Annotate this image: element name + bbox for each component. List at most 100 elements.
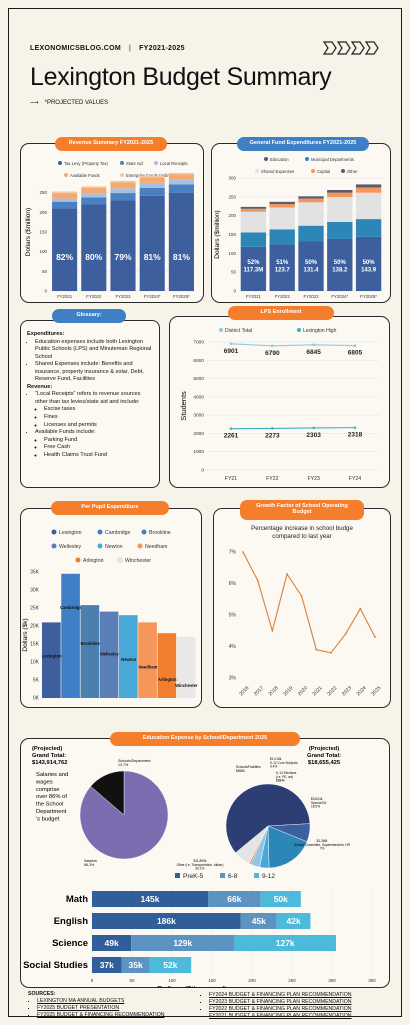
legend-swatch: [120, 161, 124, 165]
bar-segment: [355, 192, 382, 220]
source-link[interactable]: FY2025 BUDGET PRESENTATION: [37, 1005, 165, 1012]
bar-data-label: Cambridge: [60, 605, 83, 610]
legend-swatch: [255, 169, 259, 173]
pie-right-label: K-12 Core Subjects: [270, 761, 298, 765]
bar-segment: [327, 221, 353, 239]
legend-label: Tax Levy (Property Tax): [64, 161, 109, 166]
bar-segment: [269, 204, 295, 208]
right-total: (Projected): [309, 746, 339, 752]
bar-segment: [240, 246, 267, 291]
bar-segment: [52, 191, 78, 194]
bar: [42, 622, 61, 698]
bar-segment: [110, 200, 136, 291]
x-tick-label: 2024: [356, 685, 368, 697]
bar-segment: [269, 229, 295, 245]
pie-right-label: Schools/Facilities: [236, 765, 261, 769]
pie-left-label: 13.7%: [118, 763, 129, 767]
source-link[interactable]: FY2025 BUDGET & FINANCING RECOMMENDATION: [37, 1012, 165, 1019]
data-point: [353, 426, 357, 429]
bar-data-label: 52k: [163, 960, 177, 970]
data-point: [344, 633, 347, 635]
legend-label: Cambridge: [105, 530, 130, 536]
data-point: [271, 629, 274, 632]
pie-right-label: School Committee, Superintendent, HR: [294, 843, 351, 847]
data-point: [312, 426, 315, 430]
glossary-title: Glossary:: [52, 309, 126, 323]
bar-data-label: 138.2: [332, 268, 348, 274]
legend-label: 9-12: [262, 873, 275, 880]
bar-segment: [260, 891, 301, 907]
y-tick-label: 50: [231, 270, 237, 275]
left-total: Grand Total:: [32, 753, 66, 759]
x-tick-label: 350: [368, 978, 376, 983]
bar-data-label: 131.4: [303, 268, 319, 274]
legend-swatch: [220, 873, 225, 878]
pie-right-label: $658k: [236, 769, 245, 773]
bar-segment: [208, 891, 261, 907]
left-note: wages: [35, 779, 53, 785]
data-point: [353, 344, 357, 347]
pie-right-slice: [267, 825, 308, 869]
legend-swatch: [297, 328, 301, 332]
legend-label: Winchester: [125, 558, 151, 564]
source-link[interactable]: FY2021 BUDGET & FINANCING PLAN RECOMMEND…: [209, 1013, 352, 1020]
left-note: the School: [36, 802, 63, 808]
bar-segment: [81, 197, 107, 205]
source-link[interactable]: FY2024 BUDGET & FINANCING PLAN RECOMMEND…: [209, 992, 352, 999]
left-note: over 86% of: [36, 794, 67, 800]
bar: [157, 633, 177, 698]
y-tick-label: 6%: [229, 581, 237, 587]
x-tick-label: FY2024*: [331, 294, 348, 299]
y-tick-label: 4%: [229, 644, 237, 650]
bar-segment: [81, 187, 107, 194]
legend-swatch: [51, 543, 57, 549]
bar-data-label: 81%: [144, 252, 161, 262]
legend-swatch: [120, 173, 124, 177]
y-tick-label: 200: [228, 213, 236, 218]
source-link[interactable]: FY2023 BUDGET & FINANCING PLAN RECOMMEND…: [209, 999, 352, 1006]
period-label: FY2021-2025: [139, 45, 185, 52]
bar: [138, 622, 157, 698]
sources-left: SOURCES: LEXINGTON MA ANNUAL BUDGETS FY2…: [28, 991, 165, 1019]
data-label: 6790: [265, 350, 280, 357]
y-axis-label: Dollars ($million): [214, 210, 221, 258]
site-name[interactable]: LEXONOMICSBLOG.COM: [30, 45, 121, 52]
data-point: [359, 607, 362, 610]
y-tick-label: 300: [228, 176, 236, 181]
bar-segment: [168, 192, 194, 291]
source-link[interactable]: LEXINGTON MA ANNUAL BUDGETS: [37, 998, 165, 1005]
gloss-rev2: Available Funds include:: [35, 429, 96, 436]
bar-segment: [327, 192, 353, 198]
pie-left-label: Salaries: [84, 859, 97, 863]
bar-segment: [298, 225, 324, 242]
pie-right-label: $684k: [276, 779, 285, 783]
data-point: [256, 579, 259, 582]
y-tick-label: 5K: [33, 678, 40, 684]
pie-right-label: K-12 Electives: [276, 771, 297, 775]
bar-data-label: 49k: [105, 938, 119, 948]
legend-swatch: [154, 161, 158, 165]
y-tick-label: 20K: [30, 624, 40, 630]
pie-right-label: $3,624k: [311, 797, 323, 801]
data-point: [330, 651, 332, 654]
source-link[interactable]: FY2022 BUDGET & FINANCING PLAN RECOMMEND…: [209, 1006, 352, 1013]
y-tick-label: 30K: [30, 588, 40, 594]
data-label: 2318: [348, 432, 363, 439]
pie-right-label: $1,36M: [317, 839, 328, 843]
pie-right-label: (i.e. PE, art): [276, 775, 293, 779]
x-tick-label: 2025: [370, 685, 382, 697]
bar-data-label: 81%: [173, 252, 190, 262]
data-label: 6845: [306, 349, 321, 356]
x-tick-label: FY2022: [275, 294, 291, 299]
y-tick-label: 250: [39, 190, 47, 195]
bar-segment: [139, 195, 165, 291]
data-point: [374, 636, 376, 638]
y-tick-label: 0: [44, 289, 47, 294]
x-tick-label: 2020: [297, 685, 309, 697]
bar-segment: [327, 197, 353, 222]
enrollment-chart: 0 1000 2000 3000 4000 5000 6000 7000 Students FY2…: [179, 328, 379, 482]
x-tick-label: FY2021: [246, 294, 262, 299]
x-tick-label: 2018: [268, 685, 280, 697]
legend-label: District Total: [225, 328, 252, 334]
